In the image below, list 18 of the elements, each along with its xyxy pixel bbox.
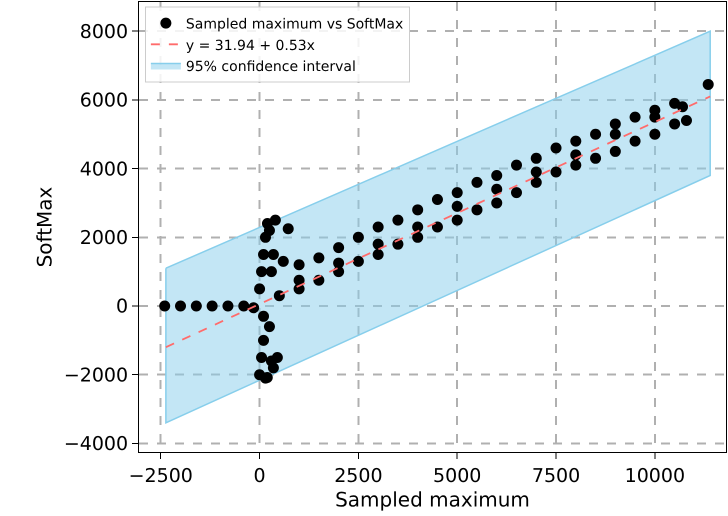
y-tick-label: 6000 xyxy=(80,90,128,112)
y-tick-label: 2000 xyxy=(80,226,128,249)
x-tick-label: 10000 xyxy=(624,464,686,487)
legend-label: Sampled maximum vs SoftMax xyxy=(186,16,404,33)
x-axis-title: Sampled maximum xyxy=(335,487,530,512)
y-tick-label: 8000 xyxy=(80,20,128,43)
x-tick-label: 5000 xyxy=(433,464,482,487)
y-tick-label: 4000 xyxy=(80,158,128,180)
x-tick-label: 0 xyxy=(254,464,266,487)
x-tick-label: −2500 xyxy=(128,464,193,487)
y-tick-label: −2000 xyxy=(64,364,128,386)
legend-label: y = 31.94 + 0.53x xyxy=(186,38,315,54)
x-tick-label: 7500 xyxy=(532,464,580,487)
legend-label: 95% confidence interval xyxy=(186,58,356,75)
y-tick-label: 0 xyxy=(116,296,128,318)
y-axis-title: SoftMax xyxy=(32,186,56,268)
x-tick-label: 2500 xyxy=(334,464,383,487)
y-tick-label: −4000 xyxy=(64,433,128,456)
